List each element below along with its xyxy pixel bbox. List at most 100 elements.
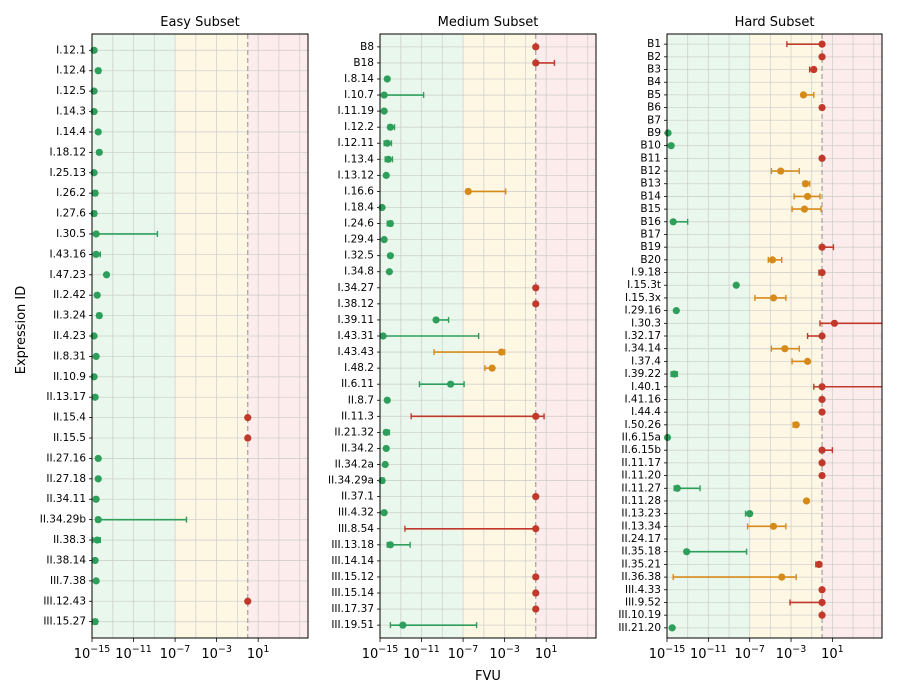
data-point-iii-10-19 xyxy=(818,611,826,619)
ytick-label: II.38.14 xyxy=(46,554,86,566)
data-point-ii-13-17 xyxy=(91,393,99,401)
data-point-i-29-16 xyxy=(672,307,680,315)
data-point-b10 xyxy=(667,142,675,150)
ytick-label: B3 xyxy=(647,64,661,76)
data-point-iii-4-32 xyxy=(380,509,388,517)
ytick-label: I.8.14 xyxy=(344,73,374,85)
ytick-label: III.15.14 xyxy=(331,587,374,599)
ytick-label: I.41.16 xyxy=(625,393,662,405)
ytick-label: B19 xyxy=(640,241,661,253)
ytick-label: I.10.7 xyxy=(344,89,374,101)
ytick-label: I.34.8 xyxy=(344,266,374,278)
data-point-ii-3-24 xyxy=(95,311,103,320)
medium-subset-frame xyxy=(379,33,597,639)
ytick-label: II.38.3 xyxy=(53,534,86,546)
data-point-iii-8-54 xyxy=(532,525,540,533)
data-point-iii-21-20 xyxy=(668,624,676,632)
data-point-i-11-19 xyxy=(380,107,388,115)
ytick-label: I.12.5 xyxy=(56,85,86,97)
ytick-label: B12 xyxy=(640,165,661,177)
data-point-iii-17-37 xyxy=(532,605,540,613)
data-point-i-41-16 xyxy=(818,395,826,404)
ytick-label: I.32.5 xyxy=(344,250,374,262)
ytick-label: II.34.2a xyxy=(335,459,374,471)
ytick-label: B15 xyxy=(640,203,661,215)
ytick-label: III.7.38 xyxy=(50,575,86,587)
data-point-ii-36-38 xyxy=(778,573,786,581)
data-point-ii-13-23 xyxy=(746,510,754,518)
data-point-iii-19-51 xyxy=(399,621,407,629)
ytick-label: II.2.42 xyxy=(53,289,86,301)
x-axis-label: FVU xyxy=(475,669,501,684)
ytick-label: I.50.26 xyxy=(625,419,662,431)
ytick-label: II.34.11 xyxy=(46,493,86,505)
data-point-b3 xyxy=(810,65,818,74)
ytick-label: II.10.9 xyxy=(53,371,86,383)
data-point-b11 xyxy=(818,154,826,162)
ytick-label: B1 xyxy=(647,38,661,50)
hard-subset-frame xyxy=(666,33,883,639)
data-point-ii-8-7 xyxy=(383,396,391,404)
data-point-ii-11-28 xyxy=(802,497,811,505)
ytick-label: III.10.19 xyxy=(618,609,661,621)
xtick-label: 10−7 xyxy=(734,644,765,662)
ytick-label: I.13.4 xyxy=(344,153,374,165)
data-point-ii-11-27 xyxy=(673,484,681,492)
data-point-i-10-7 xyxy=(380,91,388,99)
ytick-label: III.15.27 xyxy=(43,616,86,628)
ytick-label: III.8.54 xyxy=(338,523,374,535)
data-point-i-12-2 xyxy=(386,123,394,131)
data-point-i-50-26 xyxy=(792,421,800,429)
ytick-label: II.6.15b xyxy=(621,444,661,456)
easy-subset-title: Easy Subset xyxy=(160,15,239,30)
data-point-i-44-4 xyxy=(818,408,826,416)
data-point-ii-35-21 xyxy=(815,560,823,569)
data-point-i-9-18 xyxy=(818,268,826,277)
ytick-label: II.6.11 xyxy=(341,378,374,390)
data-point-i-37-4 xyxy=(803,357,812,365)
ytick-label: I.44.4 xyxy=(631,406,661,418)
ytick-label: I.12.11 xyxy=(338,137,375,149)
data-point-i-13-4 xyxy=(384,155,392,163)
data-point-b12 xyxy=(777,167,785,175)
xtick-label: 10−3 xyxy=(489,644,520,662)
data-point-ii-15-4 xyxy=(244,414,252,422)
data-point-iii-9-52 xyxy=(818,598,826,607)
ytick-label: I.12.1 xyxy=(56,44,86,56)
ytick-label: I.38.12 xyxy=(338,298,375,310)
ytick-label: II.34.29b xyxy=(40,514,87,526)
data-point-i-8-14 xyxy=(383,75,391,83)
data-point-i-38-12 xyxy=(532,300,540,308)
hard-subset-panel: B1B2B3B4B5B6B7B9B10B11B12B13B14B15B16B17… xyxy=(618,15,883,662)
data-point-i-34-8 xyxy=(385,268,393,276)
xtick-label: 10−7 xyxy=(160,644,191,662)
data-point-b2 xyxy=(818,53,826,61)
data-point-ii-34-2 xyxy=(382,444,390,453)
ytick-label: II.11.3 xyxy=(341,410,374,422)
ytick-label: III.15.12 xyxy=(331,571,374,583)
ytick-label: B9 xyxy=(647,127,661,139)
ytick-label: I.18.12 xyxy=(50,146,87,158)
ytick-label: I.14.4 xyxy=(56,126,86,138)
ytick-label: III.4.32 xyxy=(338,507,374,519)
ytick-label: I.15.3t xyxy=(627,279,661,291)
ytick-label: II.11.20 xyxy=(621,470,661,482)
data-point-i-30-5 xyxy=(92,230,100,238)
xtick-label: 10−15 xyxy=(649,644,686,662)
data-point-b6 xyxy=(818,103,826,112)
ytick-label: I.47.23 xyxy=(50,269,87,281)
ytick-label: I.25.13 xyxy=(50,167,87,179)
ytick-label: I.48.2 xyxy=(344,362,374,374)
ytick-label: II.15.4 xyxy=(53,412,86,424)
ytick-label: I.14.3 xyxy=(56,106,86,118)
ytick-label: I.30.3 xyxy=(631,317,661,329)
xtick-label: 10−15 xyxy=(362,644,399,662)
data-point-i-13-12 xyxy=(382,171,390,179)
ytick-label: III.17.37 xyxy=(331,603,374,615)
panels-group: I.12.1 I.12.4 I.12.5 I.14.3 I.14.4 I.18.12 I.2… xyxy=(40,15,883,662)
data-point-i-32-5 xyxy=(386,252,394,260)
hard-subset-title: Hard Subset xyxy=(735,15,815,30)
ytick-label: I.32.17 xyxy=(625,330,662,342)
ytick-label: B2 xyxy=(647,51,661,63)
easy-subset-frame xyxy=(91,33,309,639)
